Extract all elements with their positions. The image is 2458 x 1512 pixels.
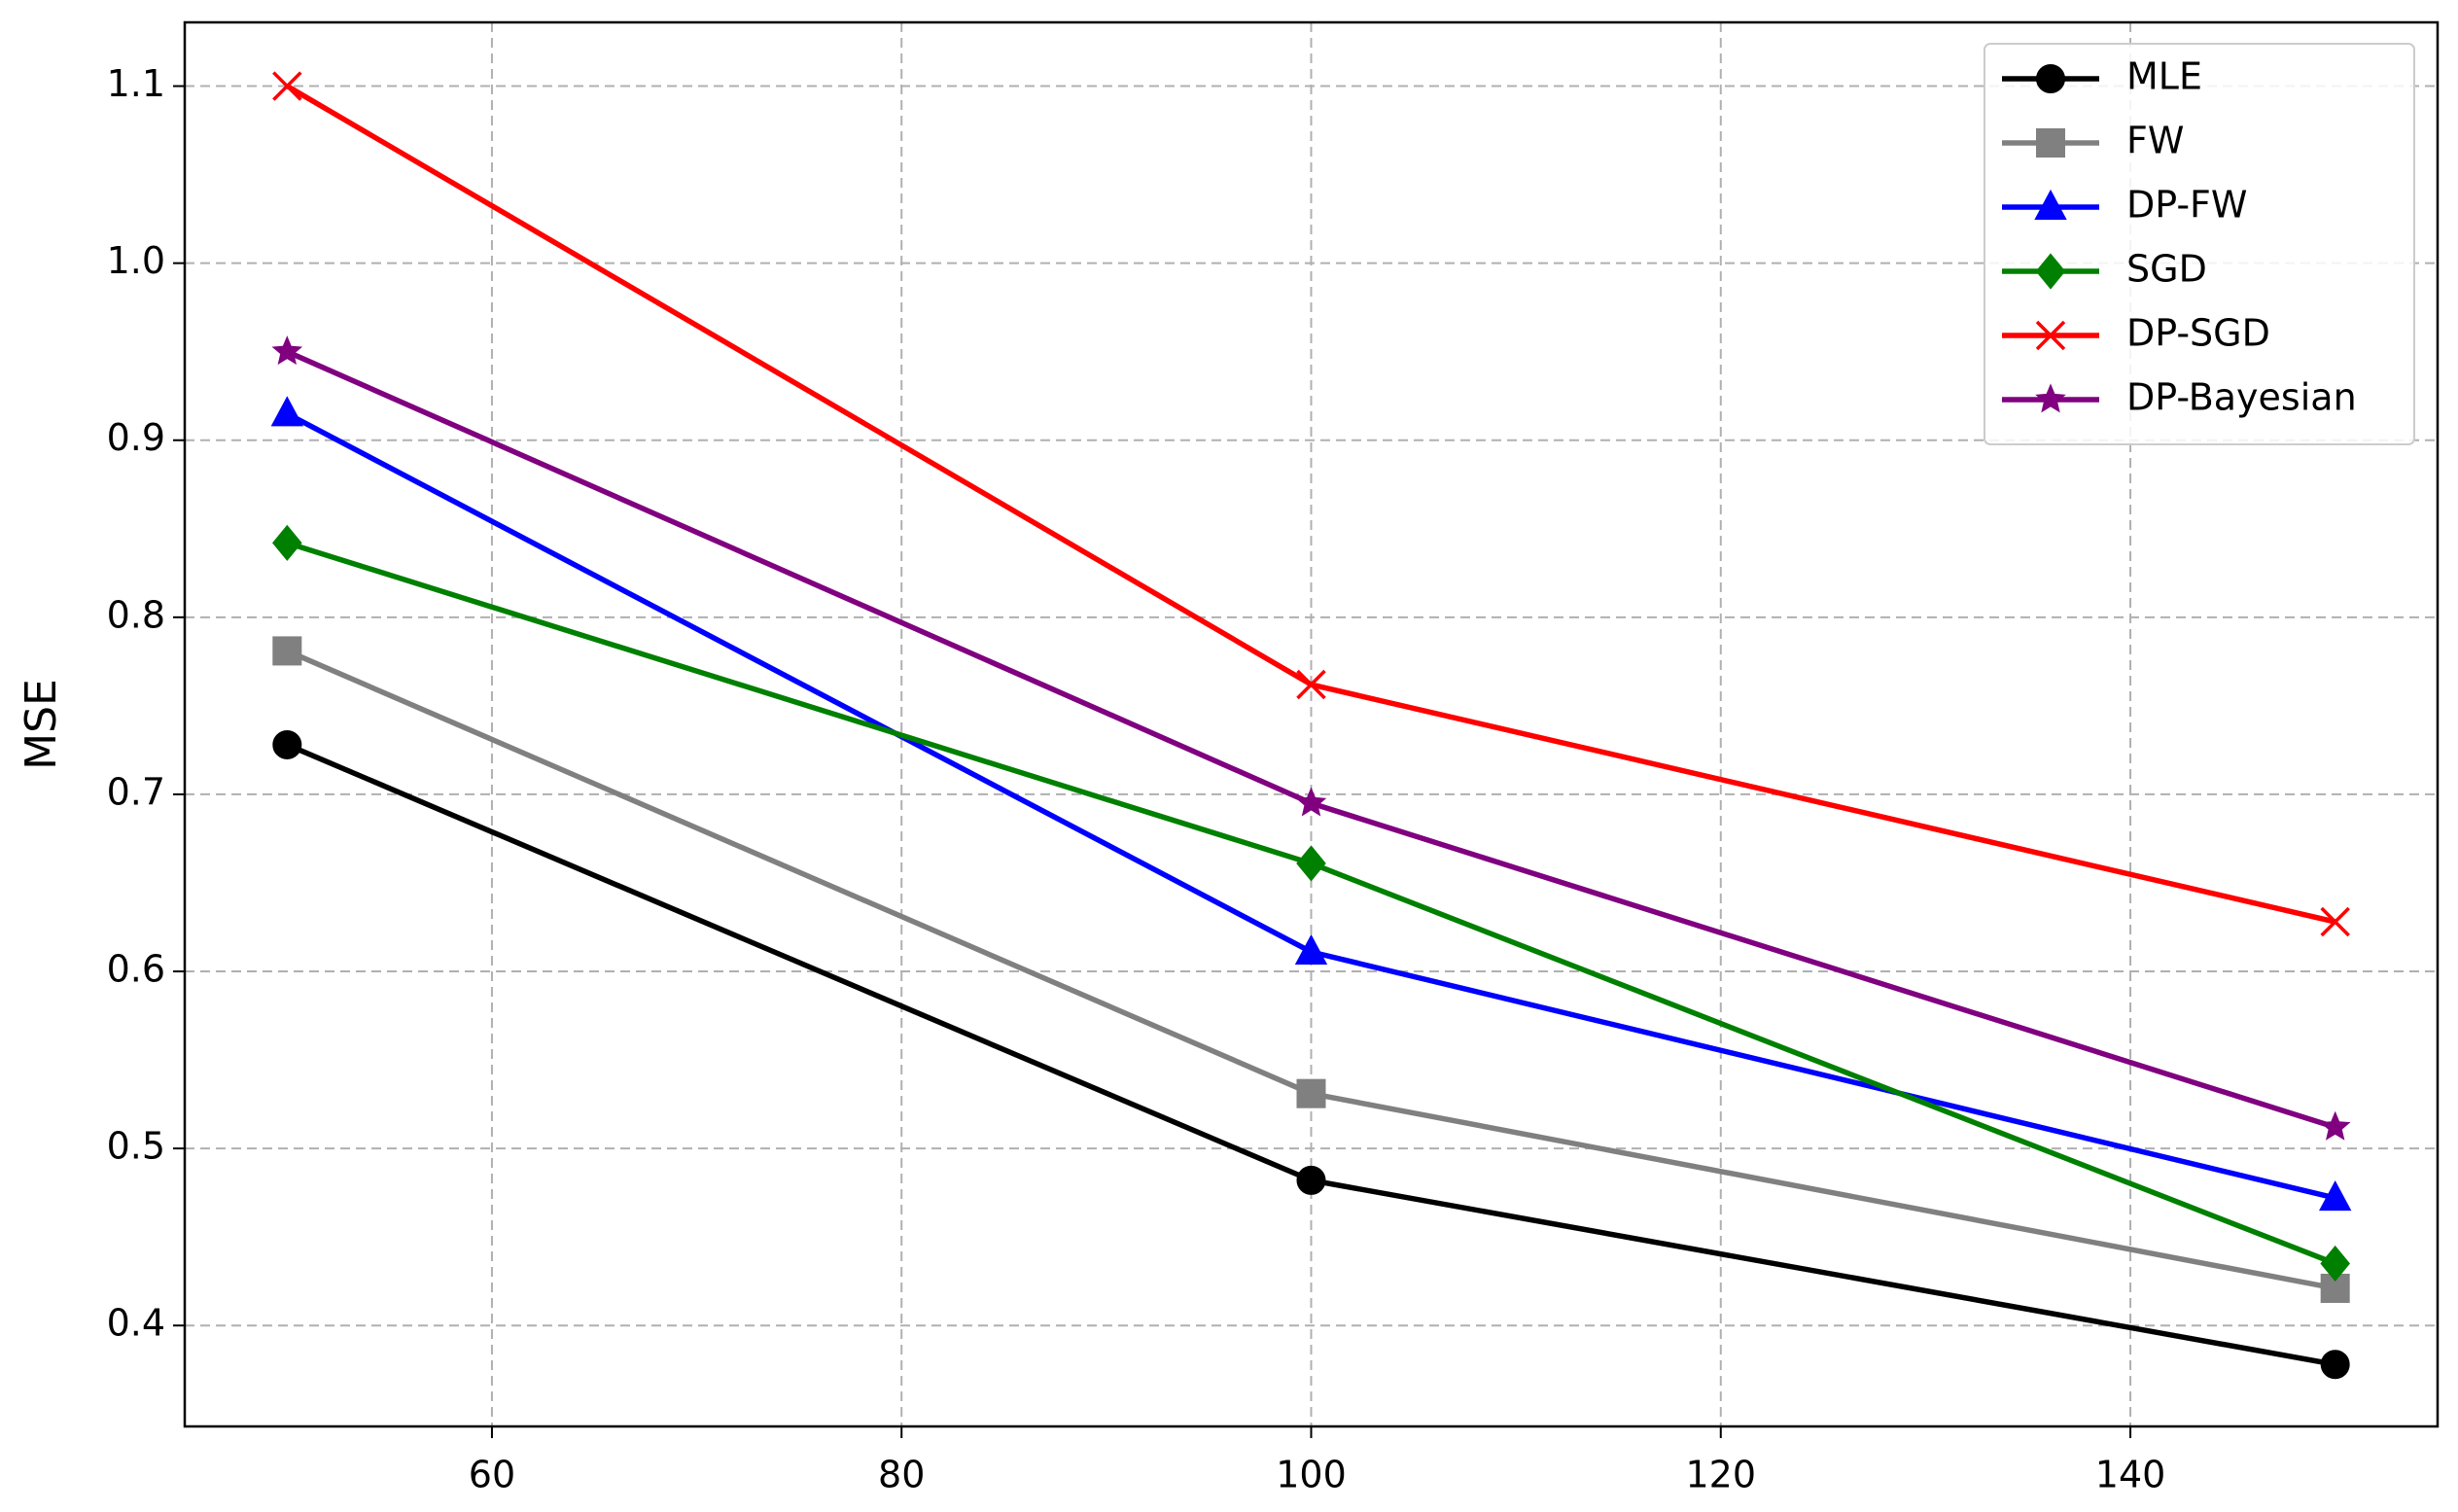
- marker: [270, 396, 303, 427]
- legend: MLE FW DP-FW SGD DP-SGD DP-Bayesian: [1984, 43, 2415, 445]
- y-tick-label: 1.0: [107, 239, 165, 282]
- plot-frame: [183, 20, 2440, 1428]
- marker: [1296, 1165, 1326, 1195]
- legend-marker: [2035, 383, 2066, 413]
- legend-label: SGD: [2126, 248, 2207, 291]
- y-tick-label: 0.5: [107, 1125, 165, 1168]
- y-tick-label: 0.8: [107, 593, 165, 636]
- legend-marker: [2035, 253, 2066, 290]
- legend-marker: [2035, 320, 2066, 351]
- marker: [1296, 669, 1326, 700]
- marker: [1296, 1078, 1326, 1108]
- x-tick-label: 100: [1276, 1454, 1347, 1496]
- x-tick-label: 80: [878, 1454, 925, 1496]
- marker: [272, 636, 302, 666]
- legend-label: FW: [2126, 120, 2184, 162]
- x-tick-label: 140: [2095, 1454, 2166, 1496]
- marker: [272, 71, 302, 101]
- y-tick-label: 0.7: [107, 770, 165, 813]
- x-tick-label: 60: [469, 1454, 515, 1496]
- legend-label: DP-SGD: [2126, 312, 2270, 355]
- marker: [1296, 845, 1326, 882]
- marker: [272, 524, 302, 561]
- legend-marker: [2036, 128, 2065, 158]
- marker: [2320, 1350, 2350, 1380]
- legend-marker: [2034, 189, 2067, 220]
- marker: [272, 729, 302, 759]
- y-tick-label: 0.9: [107, 416, 165, 459]
- y-axis-label: MSE: [17, 679, 66, 770]
- x-tick-label: 120: [1686, 1454, 1757, 1496]
- y-tick-label: 0.6: [107, 948, 165, 991]
- legend-label: MLE: [2126, 55, 2202, 98]
- marker: [2320, 1245, 2350, 1283]
- marker: [1294, 933, 1328, 965]
- y-tick-label: 1.1: [107, 62, 165, 105]
- marker: [1295, 787, 1327, 817]
- y-tick-label: 0.4: [107, 1302, 165, 1345]
- marker: [271, 335, 303, 366]
- legend-label: DP-FW: [2126, 184, 2247, 227]
- legend-label: DP-Bayesian: [2126, 376, 2357, 419]
- legend-marker: [2036, 64, 2065, 93]
- marker: [2320, 906, 2350, 937]
- marker: [2319, 1179, 2352, 1212]
- marker: [2319, 1110, 2351, 1141]
